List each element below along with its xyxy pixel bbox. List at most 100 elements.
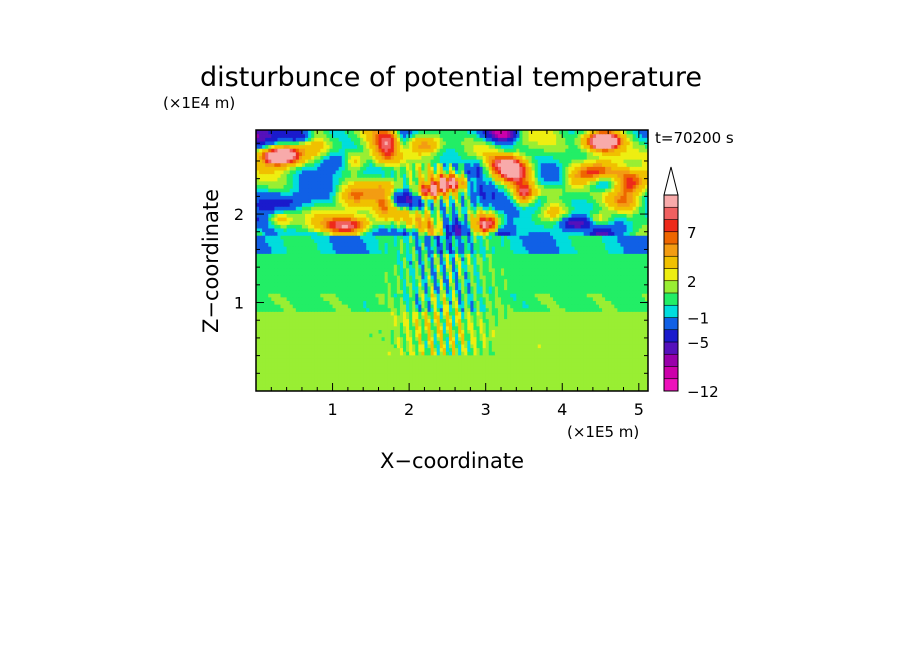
field-cell (403, 387, 407, 391)
field-cell (409, 336, 413, 341)
field-cell (335, 296, 340, 301)
field-cell (265, 325, 269, 330)
field-cell (531, 343, 536, 349)
field-cell (635, 322, 640, 327)
field-cell (452, 333, 456, 338)
field-cell (644, 376, 648, 381)
field-cell (415, 304, 419, 309)
field-cell (424, 282, 429, 287)
field-cell (638, 318, 643, 323)
field-cell (393, 300, 398, 305)
field-cell (504, 365, 508, 370)
field-cell (430, 325, 435, 330)
field-cell (338, 343, 343, 349)
field-cell (283, 300, 288, 305)
field-cell (418, 369, 422, 374)
field-cell (494, 372, 499, 378)
field-cell (488, 369, 493, 374)
field-cell (513, 354, 517, 359)
field-cell (390, 383, 395, 388)
field-cell (641, 336, 646, 341)
field-cell (301, 304, 306, 309)
field-cell (452, 267, 456, 272)
field-cell (580, 333, 585, 338)
field-cell (497, 340, 502, 345)
field-cell (292, 264, 297, 269)
field-cell (381, 300, 386, 305)
field-cell (461, 383, 465, 388)
field-cell (427, 293, 432, 298)
field-cell (519, 307, 524, 312)
field-cell (479, 285, 484, 291)
field-cell (455, 380, 459, 385)
field-cell (644, 322, 648, 327)
field-cell (485, 376, 490, 381)
field-cell (522, 336, 527, 341)
field-cell (280, 387, 285, 391)
field-cell (305, 267, 309, 272)
field-cell (452, 325, 456, 330)
field-cell (424, 365, 429, 370)
field-cell (332, 318, 337, 323)
field-cell (565, 380, 569, 385)
field-cell (295, 275, 300, 280)
field-cell (311, 358, 315, 363)
field-cell (513, 387, 517, 391)
field-cell (286, 387, 291, 391)
field-cell (513, 264, 517, 269)
field-cell (553, 253, 557, 258)
field-cell (378, 249, 383, 254)
field-cell (332, 289, 337, 294)
field-cell (439, 289, 444, 294)
field-cell (338, 278, 343, 283)
field-cell (626, 333, 631, 338)
field-cell (326, 358, 331, 363)
field-cell (323, 304, 328, 309)
field-cell (641, 253, 646, 258)
field-cell (599, 329, 603, 334)
field-cell (406, 285, 410, 291)
field-cell (372, 343, 377, 349)
field-cell (403, 372, 407, 378)
field-cell (577, 336, 582, 341)
field-cell (565, 282, 569, 287)
field-cell (314, 300, 318, 305)
field-cell (406, 322, 410, 327)
field-cell (366, 347, 370, 352)
field-cell (595, 300, 600, 305)
field-cell (583, 307, 588, 312)
field-cell (308, 383, 312, 388)
field-cell (403, 304, 407, 309)
field-cell (589, 289, 594, 294)
field-cell (537, 351, 542, 356)
field-cell (638, 336, 643, 341)
field-cell (262, 322, 266, 327)
field-cell (565, 322, 569, 327)
field-cell (289, 358, 294, 363)
field-cell (415, 343, 419, 349)
field-cell (262, 343, 266, 349)
field-cell (632, 278, 637, 283)
field-cell (390, 358, 395, 363)
field-cell (335, 304, 340, 309)
field-cell (335, 340, 340, 345)
field-cell (550, 369, 554, 374)
field-cell (366, 354, 370, 359)
field-cell (501, 267, 505, 272)
field-cell (522, 282, 527, 287)
field-cell (513, 296, 517, 301)
field-cell (439, 369, 444, 374)
field-cell (476, 275, 481, 280)
field-cell (479, 383, 484, 388)
field-cell (390, 293, 395, 298)
field-cell (445, 289, 450, 294)
field-cell (519, 354, 524, 359)
field-cell (608, 300, 612, 305)
field-cell (574, 311, 579, 316)
field-cell (262, 271, 266, 276)
field-cell (595, 369, 600, 374)
field-cell (513, 372, 517, 378)
field-cell (399, 278, 404, 283)
field-cell (286, 271, 291, 276)
field-cell (415, 362, 419, 367)
